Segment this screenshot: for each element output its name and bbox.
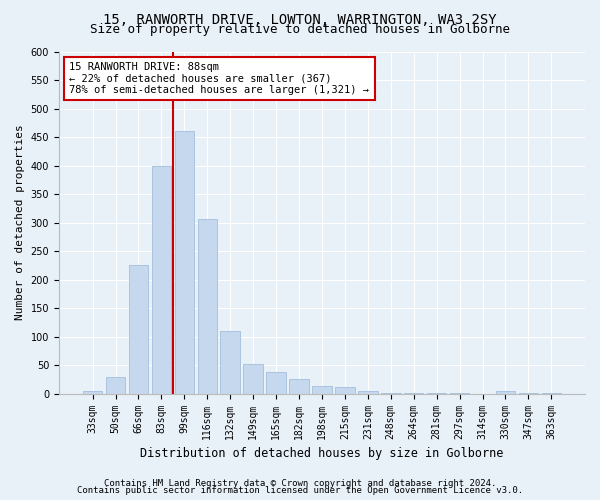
Bar bbox=[404, 393, 424, 394]
Bar bbox=[83, 391, 103, 394]
Bar bbox=[542, 393, 561, 394]
Bar bbox=[381, 392, 401, 394]
Bar bbox=[427, 393, 446, 394]
X-axis label: Distribution of detached houses by size in Golborne: Distribution of detached houses by size … bbox=[140, 447, 503, 460]
Bar bbox=[106, 376, 125, 394]
Bar bbox=[450, 393, 469, 394]
Text: Contains HM Land Registry data © Crown copyright and database right 2024.: Contains HM Land Registry data © Crown c… bbox=[104, 478, 496, 488]
Bar bbox=[266, 372, 286, 394]
Bar bbox=[496, 392, 515, 394]
Bar bbox=[220, 331, 240, 394]
Bar bbox=[128, 266, 148, 394]
Bar bbox=[312, 386, 332, 394]
Bar bbox=[518, 393, 538, 394]
Bar bbox=[152, 166, 171, 394]
Bar bbox=[244, 364, 263, 394]
Text: 15, RANWORTH DRIVE, LOWTON, WARRINGTON, WA3 2SY: 15, RANWORTH DRIVE, LOWTON, WARRINGTON, … bbox=[103, 12, 497, 26]
Text: Size of property relative to detached houses in Golborne: Size of property relative to detached ho… bbox=[90, 22, 510, 36]
Y-axis label: Number of detached properties: Number of detached properties bbox=[15, 124, 25, 320]
Bar bbox=[289, 379, 309, 394]
Bar bbox=[335, 387, 355, 394]
Bar bbox=[197, 218, 217, 394]
Bar bbox=[358, 391, 377, 394]
Bar bbox=[175, 132, 194, 394]
Text: 15 RANWORTH DRIVE: 88sqm
← 22% of detached houses are smaller (367)
78% of semi-: 15 RANWORTH DRIVE: 88sqm ← 22% of detach… bbox=[70, 62, 370, 95]
Text: Contains public sector information licensed under the Open Government Licence v3: Contains public sector information licen… bbox=[77, 486, 523, 495]
